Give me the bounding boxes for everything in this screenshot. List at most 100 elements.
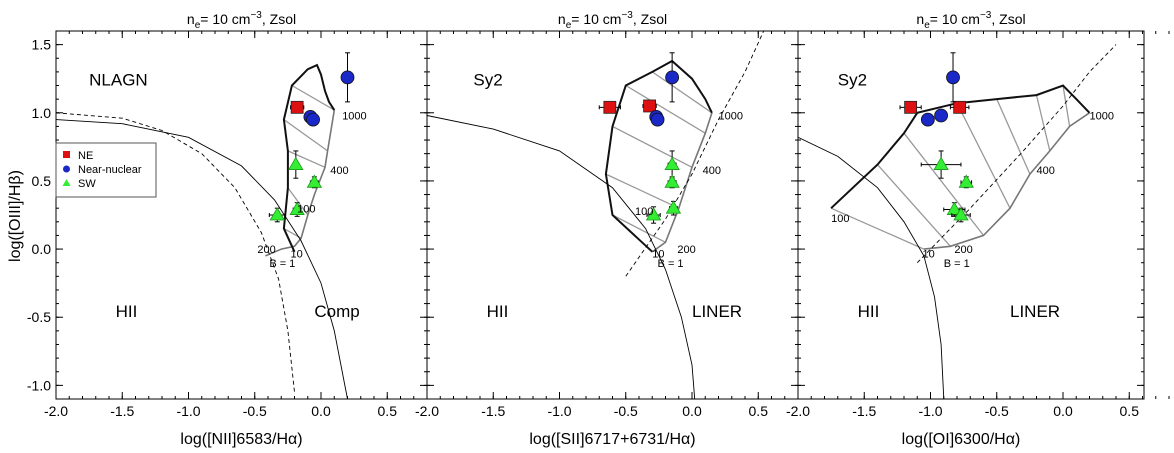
region-label: Comp — [314, 302, 359, 321]
data-point-near-nuclear — [665, 70, 680, 85]
region-label: Sy2 — [838, 71, 867, 90]
y-tick-label: 0.5 — [32, 173, 52, 189]
liner-line-curve — [625, 31, 765, 277]
data-point-sw — [933, 156, 949, 170]
data-point-near-nuclear — [946, 70, 960, 85]
model-grid-label: 400 — [703, 165, 721, 177]
plot-area — [798, 44, 1117, 399]
x-tick-label: -1.0 — [547, 403, 571, 419]
model-grid-inner — [265, 109, 336, 257]
data-point-sw — [288, 156, 304, 170]
data-point-sw — [958, 174, 974, 188]
x-tick-label: -1.5 — [110, 403, 134, 419]
legend: NE Near-nuclear SW — [55, 142, 157, 198]
model-grid-line — [625, 84, 706, 134]
kewley-max-curve — [427, 115, 696, 399]
model-grid-label: 100 — [635, 206, 653, 218]
data-point-near-nuclear — [306, 112, 320, 127]
y-tick-label: -1.0 — [27, 377, 51, 393]
x-tick-label: -2.0 — [415, 403, 439, 419]
model-grid-label: 10 — [923, 248, 935, 260]
panel-title: ne= 10 cm−3, Zsol — [187, 10, 296, 31]
x-tick-label: 0.0 — [311, 403, 331, 419]
model-grid-label: 1000 — [719, 111, 743, 123]
data-point-near-nuclear — [934, 108, 948, 123]
region-label: LINER — [1010, 302, 1060, 321]
model-grid-inner — [923, 112, 1090, 250]
model-grid-label: 200 — [257, 244, 275, 256]
panels: ne= 10 cm−3, Zsol -2.0 -1.5 -1.0 -0.5 0.0 0.5 -… — [27, 10, 1170, 448]
x-tick-label: 0.5 — [749, 403, 769, 419]
legend-entry: Near-nuclear — [78, 164, 142, 176]
model-grid-line — [1062, 85, 1071, 127]
y-tick-label: -0.5 — [27, 309, 51, 325]
region-label: Sy2 — [473, 71, 502, 90]
region-label: HII — [116, 302, 138, 321]
x-tick-label: 0.0 — [1053, 403, 1073, 419]
region-label: HII — [487, 302, 509, 321]
data-point-ne — [290, 100, 304, 114]
model-grid-line — [651, 71, 713, 114]
panel-2: ne= 10 cm−3, Zsol -2.0 -1.5 -1.0 -0.5 0.0 0.5 l… — [415, 10, 799, 448]
data-point-sw — [269, 207, 285, 221]
data-point-ne — [603, 100, 617, 114]
model-grid-label: 10 — [652, 248, 664, 260]
legend-entry: NE — [78, 150, 93, 162]
data-point-sw — [289, 201, 305, 215]
region-label: NLAGN — [89, 71, 148, 90]
model-grid-label: 400 — [1037, 165, 1055, 177]
model-grid-label: B = 1 — [658, 258, 684, 270]
x-axis-label: log([SII]6717+6731/Hα) — [529, 431, 695, 448]
model-grid-outer — [604, 59, 713, 253]
model-grid-line — [291, 84, 335, 111]
model-grid-line — [612, 214, 666, 243]
x-tick-label: 0.5 — [1120, 403, 1140, 419]
data-point-sw — [645, 207, 662, 221]
kauffmann-curve — [56, 112, 295, 393]
panel-1: ne= 10 cm−3, Zsol -2.0 -1.5 -1.0 -0.5 0.0 0.5 -… — [27, 10, 428, 448]
model-grid-line — [996, 98, 1031, 175]
model-grid-label: B = 1 — [944, 258, 970, 270]
data-point-near-nuclear — [650, 112, 665, 127]
model-grid-inner — [651, 112, 713, 253]
legend-box — [55, 142, 157, 198]
panel-title: ne= 10 cm−3, Zsol — [916, 10, 1025, 31]
x-tick-label: 0.0 — [682, 403, 702, 419]
x-axis-label: log([NII]6583/Hα) — [180, 431, 302, 448]
y-tick-label: 1.0 — [32, 105, 52, 121]
model-grid-label: 1000 — [342, 111, 366, 123]
plot-area — [56, 52, 355, 399]
legend-marker-near-nuclear — [63, 165, 70, 173]
model-grid-line — [956, 102, 1011, 209]
model-grid-label: 100 — [831, 213, 849, 225]
y-tick-label: 0.0 — [32, 241, 52, 257]
model-grid-line — [877, 164, 951, 247]
kewley-max-curve — [798, 136, 945, 399]
legend-entry: SW — [78, 178, 96, 190]
x-tick-label: -0.5 — [985, 403, 1009, 419]
data-point-sw — [664, 174, 680, 188]
plot-frame — [797, 30, 1145, 400]
model-grid-line — [903, 132, 985, 236]
x-tick-label: -1.5 — [481, 403, 505, 419]
kewley-max-curve — [56, 119, 348, 399]
data-point-ne — [643, 99, 656, 113]
x-tick-label: -2.0 — [44, 403, 68, 419]
legend-marker-sw — [62, 179, 71, 186]
x-tick-label: -2.0 — [786, 403, 810, 419]
model-grid-line — [287, 150, 326, 168]
x-tick-label: -1.5 — [852, 403, 876, 419]
model-grid-label: 400 — [330, 165, 348, 177]
model-grid-label: 10 — [291, 248, 303, 260]
x-tick-label: -1.0 — [918, 403, 942, 419]
model-grid-label: 1000 — [1090, 111, 1114, 123]
y-axis-label: log([OIII]/Hβ) — [7, 170, 24, 262]
panel-title: ne= 10 cm−3, Zsol — [558, 10, 667, 31]
data-point-ne — [953, 100, 967, 114]
plot-area — [427, 31, 765, 399]
data-point-near-nuclear — [340, 70, 355, 85]
data-point-ne — [904, 100, 918, 114]
x-tick-label: 0.5 — [378, 403, 398, 419]
data-point-sw — [664, 156, 680, 170]
